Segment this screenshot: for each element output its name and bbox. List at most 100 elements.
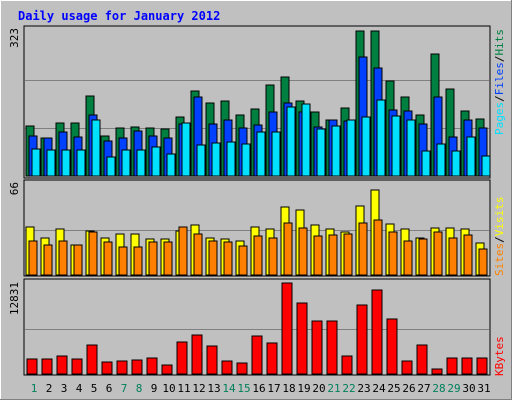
x-tick-label: 18 [282,382,295,395]
x-tick-label: 16 [252,382,265,395]
x-tick-label: 9 [151,382,158,395]
x-tick-label: 4 [76,382,83,395]
bar-pages-day-25 [391,115,401,177]
chart-title: Daily usage for January 2012 [18,9,220,23]
x-tick-label: 17 [267,382,280,395]
bar-kbytes-day-28 [431,368,443,375]
bar-kbytes-day-10 [161,364,173,375]
bars [25,30,491,375]
bar-kbytes-day-20 [311,320,323,375]
bar-kbytes-day-3 [56,355,68,375]
x-tick-label: 15 [237,382,250,395]
x-tick-label: 27 [417,382,430,395]
bar-kbytes-day-9 [146,357,158,375]
bar-sites-day-27 [418,238,428,276]
bar-kbytes-day-17 [266,342,278,375]
bar-sites-day-4 [73,244,83,276]
bar-sites-day-7 [118,246,128,276]
bar-kbytes-day-19 [296,302,308,375]
bar-pages-day-12 [196,144,206,177]
bar-kbytes-day-29 [446,357,458,375]
x-tick-label: 13 [207,382,220,395]
bar-kbytes-day-22 [341,355,353,375]
bar-sites-day-18 [283,222,293,276]
x-tick-label: 11 [177,382,190,395]
x-tick-label: 29 [447,382,460,395]
bar-kbytes-day-24 [371,289,383,375]
bar-kbytes-day-18 [281,282,293,375]
bar-kbytes-day-23 [356,304,368,375]
bar-kbytes-day-14 [221,360,233,375]
bar-pages-day-3 [61,149,71,177]
legend-sep-2: / [493,56,506,63]
bar-kbytes-day-5 [86,344,98,375]
bar-sites-day-8 [133,246,143,276]
bar-sites-day-10 [163,241,173,276]
bar-sites-day-24 [373,219,383,276]
bar-sites-day-3 [58,240,68,276]
bar-kbytes-day-21 [326,320,338,375]
legend-pages: Pages [493,102,506,135]
bar-pages-day-29 [451,150,461,177]
x-tick-label: 19 [297,382,310,395]
bar-pages-day-16 [256,131,266,177]
bar-sites-day-14 [223,241,233,276]
x-tick-label: 25 [387,382,400,395]
legend-kbytes: KBytes [493,336,506,376]
x-tick-label: 2 [46,382,53,395]
bar-kbytes-day-6 [101,361,113,375]
bar-sites-day-21 [328,234,338,276]
bar-pages-day-4 [76,149,86,177]
bar-pages-day-18 [286,106,296,177]
bar-sites-day-23 [358,222,368,276]
x-tick-label: 24 [372,382,386,395]
bar-kbytes-day-11 [176,341,188,375]
bar-sites-day-11 [178,226,188,276]
bar-sites-day-2 [43,244,53,276]
bar-sites-day-1 [28,240,38,276]
bar-kbytes-day-4 [71,358,83,375]
bar-kbytes-day-25 [386,318,398,375]
bar-sites-day-20 [313,235,323,276]
bar-pages-day-13 [211,142,221,177]
x-tick-label: 5 [91,382,98,395]
visits-panel-legend: Sites/Visits [493,197,506,277]
hits-ymax-label: 323 [8,28,21,48]
bar-kbytes-day-12 [191,334,203,375]
bar-pages-day-30 [466,136,476,177]
x-tick-label: 28 [432,382,445,395]
bar-kbytes-day-1 [26,358,38,375]
legend-sep-1: / [493,95,506,102]
bar-pages-day-20 [316,128,326,177]
visits-ymax-label: 66 [8,182,21,195]
bar-pages-day-24 [376,99,386,177]
bar-pages-day-11 [181,122,191,177]
bar-pages-day-17 [271,131,281,177]
bar-kbytes-day-27 [416,344,428,375]
x-tick-label: 22 [342,382,355,395]
bar-sites-day-6 [103,241,113,276]
legend-sites: Sites [493,243,506,276]
x-tick-label: 26 [402,382,415,395]
x-tick-label: 6 [106,382,113,395]
bar-kbytes-day-30 [461,357,473,375]
bar-pages-day-26 [406,119,416,177]
bar-pages-day-21 [331,125,341,177]
x-tick-label: 1 [31,382,38,395]
bar-sites-day-13 [208,240,218,276]
bar-kbytes-day-8 [131,359,143,375]
x-tick-label: 20 [312,382,325,395]
bar-kbytes-day-13 [206,345,218,375]
legend-visits: Visits [493,197,506,237]
x-tick-label: 21 [327,382,340,395]
x-tick-label: 8 [136,382,143,395]
x-tick-label: 14 [222,382,236,395]
x-tick-label: 31 [477,382,490,395]
bar-sites-day-17 [268,237,278,276]
bar-pages-day-2 [46,149,56,177]
bar-sites-day-30 [463,234,473,276]
bar-sites-day-25 [388,231,398,276]
bar-kbytes-day-16 [251,335,263,375]
bar-kbytes-day-2 [41,358,53,375]
